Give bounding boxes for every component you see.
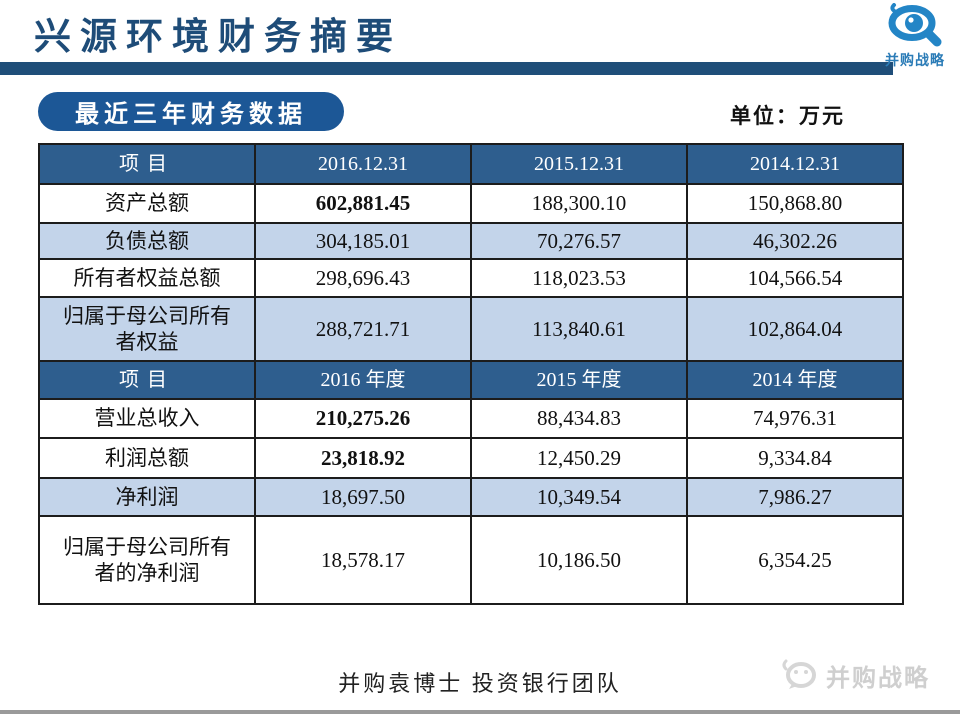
cell-value: 188,300.10: [470, 183, 688, 224]
row-label: 归属于母公司所有者权益: [38, 296, 256, 362]
cell-value: 10,186.50: [470, 515, 688, 605]
cell-value: 88,434.83: [470, 398, 688, 439]
section-badge: 最近三年财务数据: [38, 92, 344, 131]
header-cell: 2016.12.31: [254, 143, 472, 185]
table-row: 营业总收入 210,275.26 88,434.83 74,976.31: [38, 398, 904, 439]
table-row: 所有者权益总额 298,696.43 118,023.53 104,566.54: [38, 258, 904, 298]
brand-caption: 并购战略: [885, 54, 945, 69]
title-underline-bar: [0, 62, 893, 75]
watermark-label: 并购战略: [826, 666, 930, 692]
cell-value: 102,864.04: [686, 296, 904, 362]
footer-credit: 并购袁博士 投资银行团队: [338, 671, 622, 696]
table-row: 归属于母公司所有者的净利润 18,578.17 10,186.50 6,354.…: [38, 515, 904, 605]
table-row: 负债总额 304,185.01 70,276.57 46,302.26: [38, 222, 904, 260]
cell-value: 18,578.17: [254, 515, 472, 605]
section-badge-label: 最近三年财务数据: [75, 102, 307, 128]
table-row: 资产总额 602,881.45 188,300.10 150,868.80: [38, 183, 904, 224]
header-cell: 2014.12.31: [686, 143, 904, 185]
page-title: 兴源环境财务摘要: [34, 17, 402, 58]
financial-table: 项目 2016.12.31 2015.12.31 2014.12.31 资产总额…: [38, 143, 904, 605]
header-cell: 2016 年度: [254, 360, 472, 400]
header-cell: 2015.12.31: [470, 143, 688, 185]
cell-value: 602,881.45: [254, 183, 472, 224]
cell-value: 74,976.31: [686, 398, 904, 439]
eye-magnifier-icon: [872, 3, 958, 49]
cell-value: 12,450.29: [470, 437, 688, 479]
brand-logo: 并购战略: [872, 3, 958, 70]
row-label: 净利润: [38, 477, 256, 517]
cell-value: 46,302.26: [686, 222, 904, 260]
cell-value: 210,275.26: [254, 398, 472, 439]
row-label: 所有者权益总额: [38, 258, 256, 298]
header-cell: 项目: [38, 143, 256, 185]
table-row: 归属于母公司所有者权益 288,721.71 113,840.61 102,86…: [38, 296, 904, 362]
row-label: 资产总额: [38, 183, 256, 224]
cell-value: 304,185.01: [254, 222, 472, 260]
cell-value: 113,840.61: [470, 296, 688, 362]
cell-value: 23,818.92: [254, 437, 472, 479]
cell-value: 9,334.84: [686, 437, 904, 479]
megaphone-icon: [780, 656, 820, 695]
cell-value: 18,697.50: [254, 477, 472, 517]
header-cell: 项目: [38, 360, 256, 400]
header-cell: 2015 年度: [470, 360, 688, 400]
row-label: 负债总额: [38, 222, 256, 260]
header-cell: 2014 年度: [686, 360, 904, 400]
watermark: 并购战略: [780, 656, 930, 695]
table-row: 利润总额 23,818.92 12,450.29 9,334.84: [38, 437, 904, 479]
cell-value: 10,349.54: [470, 477, 688, 517]
table-row: 净利润 18,697.50 10,349.54 7,986.27: [38, 477, 904, 517]
cell-value: 288,721.71: [254, 296, 472, 362]
bottom-divider: [0, 710, 960, 714]
cell-value: 118,023.53: [470, 258, 688, 298]
table-header-row: 项目 2016 年度 2015 年度 2014 年度: [38, 360, 904, 400]
cell-value: 298,696.43: [254, 258, 472, 298]
row-label: 归属于母公司所有者的净利润: [38, 515, 256, 605]
cell-value: 104,566.54: [686, 258, 904, 298]
unit-label: 单位：万元: [730, 104, 845, 128]
cell-value: 7,986.27: [686, 477, 904, 517]
row-label: 利润总额: [38, 437, 256, 479]
cell-value: 70,276.57: [470, 222, 688, 260]
row-label: 营业总收入: [38, 398, 256, 439]
cell-value: 150,868.80: [686, 183, 904, 224]
cell-value: 6,354.25: [686, 515, 904, 605]
table-header-row: 项目 2016.12.31 2015.12.31 2014.12.31: [38, 143, 904, 185]
